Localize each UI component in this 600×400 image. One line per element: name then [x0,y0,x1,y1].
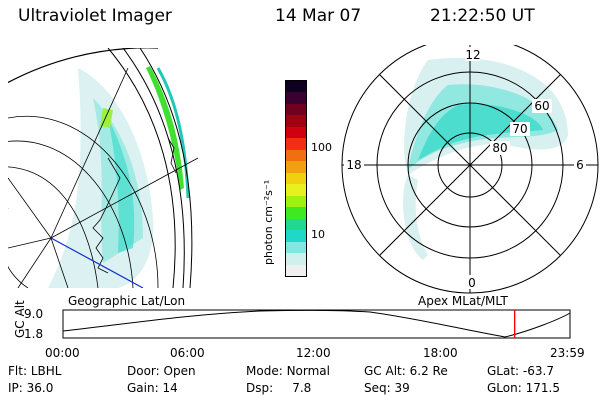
colorbar-swatch [286,161,306,173]
colorbar-swatch [286,138,306,150]
lat-label-60: 60 [534,99,549,113]
colorbar-swatch [286,253,306,265]
geographic-map [8,48,199,288]
status-seq: Seq: 39 [364,381,410,395]
colorbar-swatch [286,230,306,242]
timeline-xtick-2359: 23:59 [550,346,585,360]
colorbar-swatch [286,126,306,139]
status-filter: Flt: LBHL [8,364,62,378]
status-gc-alt: GC Alt: 6.2 Re [364,364,448,378]
colorbar-unit-label: photon cm⁻²s⁻¹ [262,179,275,265]
geographic-map-label: Geographic Lat/Lon [68,294,186,308]
colorbar-swatch [286,172,306,185]
colorbar-swatch [286,81,306,93]
timeline-xtick-1200: 12:00 [296,346,331,360]
status-glon: GLon: 171.5 [487,381,560,395]
colorbar-swatch [286,195,306,208]
timeline-xtick-0000: 00:00 [45,346,80,360]
timeline-xtick-1800: 18:00 [423,346,458,360]
status-dsp: Dsp: 7.8 [246,381,312,395]
mlt-label-0: 0 [468,276,476,290]
timeline-ytick-min: 1.8 [24,327,44,341]
mlt-label-6: 6 [576,158,584,172]
lat-label-80: 80 [492,141,507,155]
colorbar [285,80,307,277]
mlt-label-12: 12 [465,48,480,62]
colorbar-swatch [286,241,306,254]
colorbar-swatch [286,207,306,219]
mlt-label-18: 18 [346,158,361,172]
time-readout: 21:22:50 UT [430,6,535,26]
timeline-ytick-max: 9.0 [24,307,44,321]
colorbar-tick-100: 100 [311,141,332,154]
colorbar-swatch [286,115,306,127]
status-gain: Gain: 14 [127,381,178,395]
status-glat: GLat: -63.7 [487,364,554,378]
colorbar-swatch [286,103,306,116]
apex-map-label: Apex MLat/MLT [418,294,508,308]
colorbar-swatch [286,149,306,162]
status-mode: Mode: Normal [246,364,330,378]
status-ip: IP: 36.0 [8,381,54,395]
colorbar-tick-10: 10 [311,228,325,241]
app-title: Ultraviolet Imager [18,6,172,26]
altitude-timeline [62,309,571,339]
colorbar-swatch [286,264,306,276]
timeline-xtick-0600: 06:00 [170,346,205,360]
colorbar-swatch [286,92,306,104]
polar-mlt-map: 12 18 6 0 60 70 80 [341,45,599,294]
date-readout: 14 Mar 07 [275,6,362,26]
lat-label-70: 70 [512,122,527,136]
status-door: Door: Open [127,364,196,378]
colorbar-swatch [286,184,306,196]
colorbar-swatch [286,218,306,231]
